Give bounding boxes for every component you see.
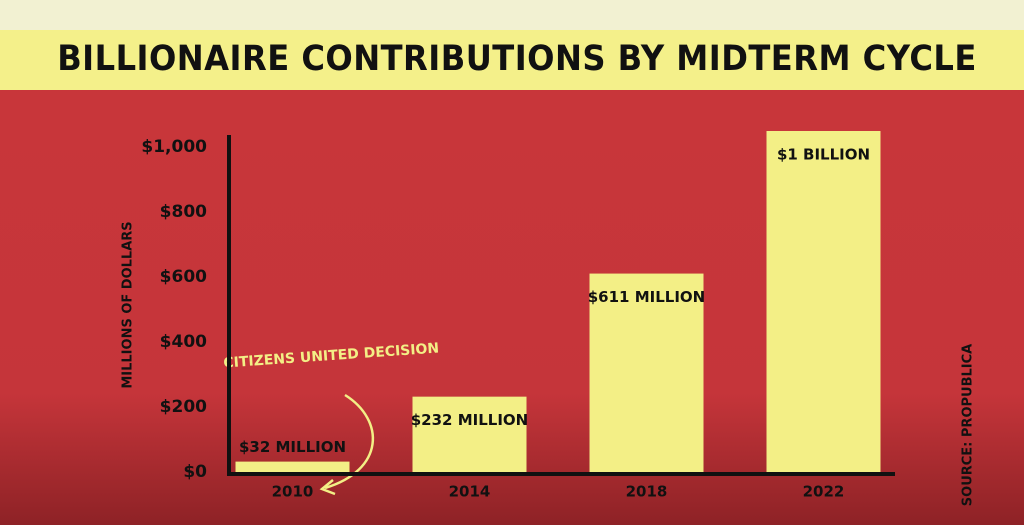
y-tick-label: $1,000 bbox=[141, 137, 207, 157]
bar bbox=[235, 461, 350, 472]
y-tick-label: $0 bbox=[183, 462, 207, 482]
chart-title: BILLIONAIRE CONTRIBUTIONS BY MIDTERM CYC… bbox=[57, 38, 977, 79]
value-label: $1 BILLION bbox=[777, 146, 870, 164]
x-tick-label: 2010 bbox=[272, 483, 314, 501]
x-tick-label: 2014 bbox=[449, 483, 491, 501]
bar bbox=[766, 131, 881, 472]
value-label: $32 MILLION bbox=[239, 438, 346, 456]
y-tick-label: $600 bbox=[160, 267, 207, 287]
arrow-head bbox=[319, 479, 336, 496]
y-tick-label: $200 bbox=[160, 397, 207, 417]
y-tick-label: $800 bbox=[160, 202, 207, 222]
value-label: $232 MILLION bbox=[411, 411, 528, 429]
x-tick-label: 2022 bbox=[803, 483, 845, 501]
y-axis-label: MILLIONS OF DOLLARS bbox=[121, 221, 136, 388]
x-tick-label: 2018 bbox=[626, 483, 668, 501]
bar bbox=[412, 396, 527, 472]
annotation-arrow bbox=[324, 393, 375, 490]
title-band bbox=[0, 30, 1024, 90]
y-tick-label: $400 bbox=[160, 332, 207, 352]
top-strip bbox=[0, 0, 1024, 30]
bar bbox=[589, 273, 704, 472]
source: SOURCE: PROPUBLICA bbox=[961, 344, 976, 506]
value-label: $611 MILLION bbox=[588, 288, 705, 306]
